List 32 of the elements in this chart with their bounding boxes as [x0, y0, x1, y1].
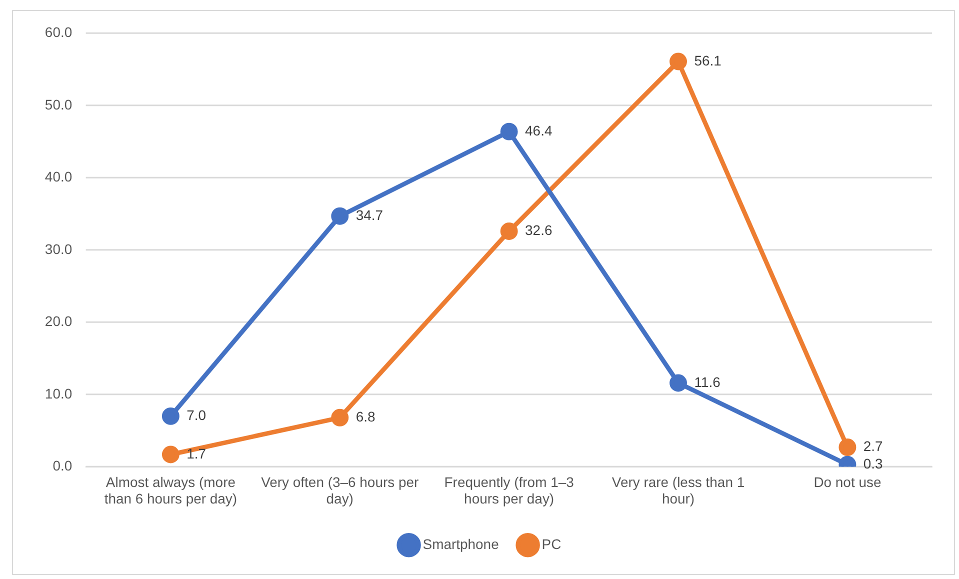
point: [500, 222, 518, 240]
data-label: 7.0: [186, 407, 206, 424]
point: [838, 438, 856, 456]
x-tick-label: Frequently (from 1–3 hours per day): [444, 474, 574, 507]
point: [670, 52, 687, 70]
x-tick-label: Do not use: [814, 474, 882, 490]
point: [500, 122, 518, 140]
y-tick-label: 10.0: [44, 385, 72, 402]
data-label: 32.6: [525, 222, 552, 238]
point: [331, 408, 349, 426]
x-tick-label: Very rare (less than 1 hour): [612, 474, 745, 507]
point: [162, 407, 180, 425]
legend-label: Smartphone: [422, 536, 500, 552]
x-tick-label: Very often (3–6 hours per day): [261, 474, 420, 507]
y-tick-label: 60.0: [44, 24, 72, 40]
y-tick-label: 20.0: [44, 313, 72, 330]
y-tick-label: 30.0: [44, 240, 72, 257]
data-label: 6.8: [356, 408, 376, 424]
data-label: 0.3: [863, 455, 884, 472]
y-tick-label: 0.0: [52, 458, 72, 474]
data-label: 34.7: [356, 206, 384, 223]
legend-label: PC: [542, 536, 562, 552]
y-tick-label: 50.0: [44, 96, 72, 112]
point: [670, 374, 687, 392]
data-label: 2.7: [863, 438, 884, 454]
y-tick-label: 40.0: [44, 168, 72, 185]
data-label: 46.4: [525, 122, 552, 138]
x-tick-label: Almost always (more than 6 hours per day): [104, 474, 238, 507]
point: [162, 446, 180, 464]
data-label: 56.1: [694, 52, 722, 68]
data-label: 11.6: [694, 374, 721, 390]
point: [331, 207, 349, 225]
